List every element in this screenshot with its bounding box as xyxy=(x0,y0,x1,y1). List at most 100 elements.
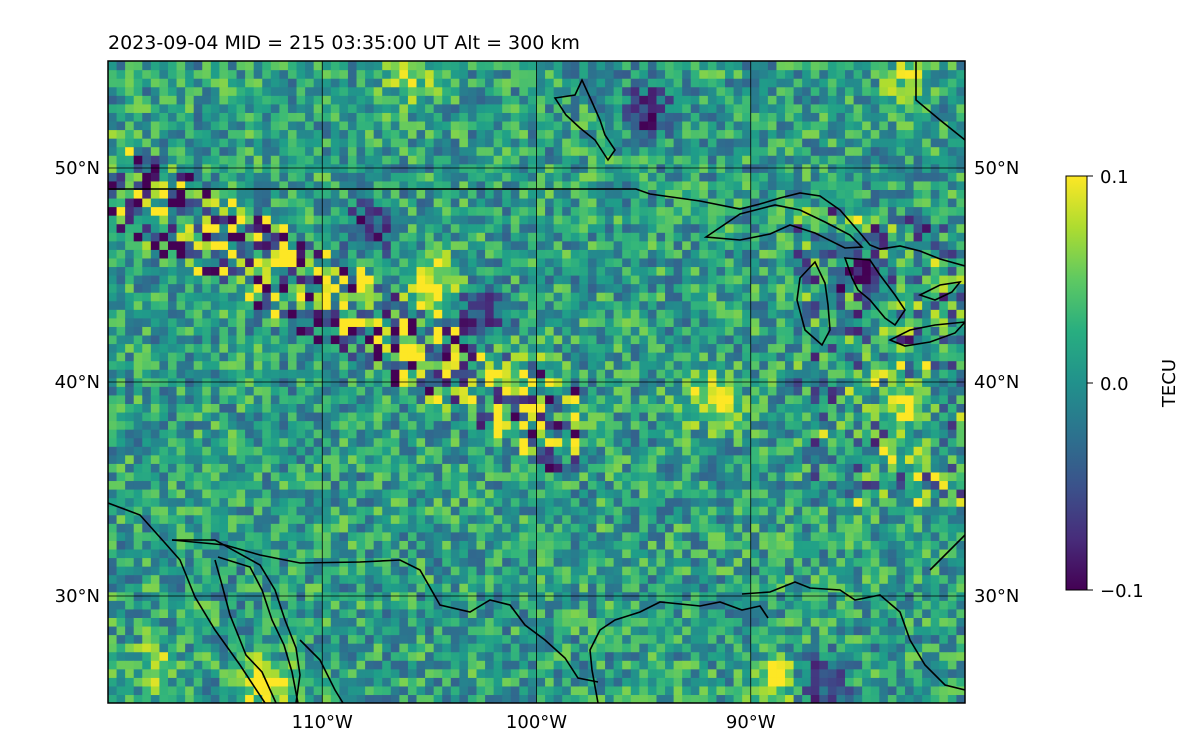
heatmap-cell xyxy=(210,454,221,464)
heatmap-cell xyxy=(150,574,161,584)
heatmap-cell xyxy=(545,625,555,636)
heatmap-cell xyxy=(253,223,263,233)
heatmap-cell xyxy=(425,334,435,345)
heatmap-cell xyxy=(527,61,538,71)
heatmap-cell xyxy=(579,369,589,379)
heatmap-cell xyxy=(579,540,589,550)
heatmap-cell xyxy=(227,172,238,182)
heatmap-cell xyxy=(305,600,315,610)
heatmap-cell xyxy=(245,240,255,250)
heatmap-cell xyxy=(202,334,212,345)
heatmap-cell xyxy=(510,583,520,593)
heatmap-cell xyxy=(485,112,495,122)
heatmap-cell xyxy=(579,685,589,696)
heatmap-cell xyxy=(545,180,555,190)
heatmap-cell xyxy=(407,232,418,242)
heatmap-cell xyxy=(313,506,323,516)
heatmap-cell xyxy=(519,514,529,524)
heatmap-cell xyxy=(502,155,512,165)
heatmap-cell xyxy=(202,155,212,165)
heatmap-cell xyxy=(356,454,366,464)
heatmap-cell xyxy=(553,317,563,327)
heatmap-cell xyxy=(630,394,640,404)
heatmap-cell xyxy=(185,454,195,464)
heatmap-cell xyxy=(476,172,486,182)
heatmap-cell xyxy=(570,548,580,559)
heatmap-cell xyxy=(305,446,315,456)
heatmap-cell xyxy=(245,514,255,524)
heatmap-cell xyxy=(570,232,580,242)
heatmap-cell xyxy=(622,326,632,336)
heatmap-cell xyxy=(587,112,598,122)
heatmap-cell xyxy=(210,352,221,362)
heatmap-cell xyxy=(227,463,238,473)
heatmap-cell xyxy=(562,574,572,584)
heatmap-cell xyxy=(116,78,126,88)
heatmap-cell xyxy=(527,360,538,370)
heatmap-cell xyxy=(510,300,520,310)
heatmap-cell xyxy=(545,403,555,413)
heatmap-cell xyxy=(339,514,349,524)
heatmap-cell xyxy=(262,608,272,618)
heatmap-cell xyxy=(167,232,178,242)
heatmap-cell xyxy=(347,523,358,533)
heatmap-cell xyxy=(407,95,418,105)
heatmap-cell xyxy=(485,411,495,422)
heatmap-cell xyxy=(433,566,443,576)
heatmap-cell xyxy=(227,506,238,516)
heatmap-cell xyxy=(347,266,358,276)
heatmap-cell xyxy=(630,454,640,464)
heatmap-cell xyxy=(442,617,452,627)
heatmap-cell xyxy=(185,86,195,96)
heatmap-cell xyxy=(219,343,229,353)
heatmap-cell xyxy=(279,146,289,156)
heatmap-cell xyxy=(673,480,683,490)
heatmap-cell xyxy=(485,292,495,302)
heatmap-cell xyxy=(442,317,452,327)
heatmap-cell xyxy=(485,334,495,345)
heatmap-cell xyxy=(493,180,503,190)
heatmap-cell xyxy=(193,129,203,139)
heatmap-cell xyxy=(647,360,658,370)
heatmap-cell xyxy=(125,394,135,404)
heatmap-cell xyxy=(185,463,195,473)
heatmap-cell xyxy=(202,557,212,567)
heatmap-cell xyxy=(245,232,255,242)
heatmap-cell xyxy=(579,138,589,148)
heatmap-cell xyxy=(305,223,315,233)
heatmap-cell xyxy=(510,155,520,165)
heatmap-cell xyxy=(108,557,118,567)
heatmap-cell xyxy=(253,292,263,302)
heatmap-cell xyxy=(459,155,469,165)
heatmap-cell xyxy=(287,343,298,353)
heatmap-cell xyxy=(270,334,280,345)
heatmap-cell xyxy=(185,617,195,627)
heatmap-cell xyxy=(425,223,435,233)
heatmap-cell xyxy=(665,300,675,310)
heatmap-cell xyxy=(647,694,658,703)
heatmap-cell xyxy=(279,617,289,627)
heatmap-cell xyxy=(639,446,649,456)
heatmap-cell xyxy=(390,215,400,225)
heatmap-cell xyxy=(476,138,486,148)
heatmap-cell xyxy=(399,180,409,190)
heatmap-cell xyxy=(647,275,658,285)
heatmap-cell xyxy=(433,352,443,362)
heatmap-cell xyxy=(553,660,563,670)
heatmap-cell xyxy=(270,343,280,353)
heatmap-cell xyxy=(305,103,315,113)
heatmap-cell xyxy=(210,489,221,499)
heatmap-cell xyxy=(185,129,195,139)
heatmap-cell xyxy=(596,197,606,208)
heatmap-cell xyxy=(450,394,460,404)
heatmap-cell xyxy=(356,523,366,533)
heatmap-cell xyxy=(356,300,366,310)
heatmap-cell xyxy=(159,660,169,670)
heatmap-cell xyxy=(459,360,469,370)
heatmap-cell xyxy=(219,694,229,703)
heatmap-cell xyxy=(613,129,623,139)
heatmap-cell xyxy=(596,651,606,661)
heatmap-cell xyxy=(545,172,555,182)
heatmap-cell xyxy=(647,249,658,259)
heatmap-cell xyxy=(176,540,186,550)
